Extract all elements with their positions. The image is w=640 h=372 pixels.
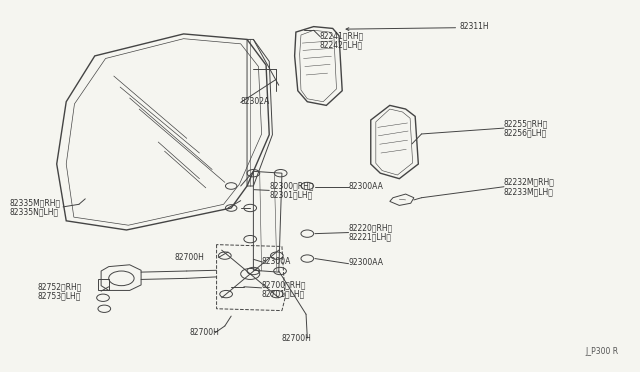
Text: 82255〈RH〉: 82255〈RH〉 [504, 119, 548, 128]
Text: 82300〈RH〉: 82300〈RH〉 [269, 182, 314, 190]
Text: 82242〈LH〉: 82242〈LH〉 [320, 41, 363, 49]
Text: 82232M〈RH〉: 82232M〈RH〉 [504, 178, 555, 187]
Text: 82221〈LH〉: 82221〈LH〉 [349, 233, 392, 242]
Text: 82335N〈LH〉: 82335N〈LH〉 [9, 207, 58, 216]
Text: J_P300 R: J_P300 R [585, 347, 618, 356]
Text: 82300A: 82300A [262, 257, 291, 266]
Text: 82752〈RH〉: 82752〈RH〉 [38, 282, 82, 291]
Text: 82311H: 82311H [460, 22, 489, 31]
Text: 82700H: 82700H [190, 328, 220, 337]
Text: 82233M〈LH〉: 82233M〈LH〉 [504, 187, 554, 196]
Text: 82700H: 82700H [282, 334, 312, 343]
Text: 82302A: 82302A [241, 97, 270, 106]
Text: 82220〈RH〉: 82220〈RH〉 [349, 224, 393, 232]
Text: 82256〈LH〉: 82256〈LH〉 [504, 128, 547, 137]
Text: 92300AA: 92300AA [349, 259, 383, 267]
Text: 82300AA: 82300AA [349, 182, 383, 190]
Text: 82700H: 82700H [174, 253, 204, 262]
Text: 82700〈RH〉: 82700〈RH〉 [262, 280, 306, 289]
Text: 82701〈LH〉: 82701〈LH〉 [262, 289, 305, 299]
Text: 82241〈RH〉: 82241〈RH〉 [320, 31, 364, 40]
Text: 82335M〈RH〉: 82335M〈RH〉 [9, 198, 60, 207]
Text: 82753〈LH〉: 82753〈LH〉 [38, 291, 81, 301]
Text: 82301〈LH〉: 82301〈LH〉 [269, 191, 312, 200]
